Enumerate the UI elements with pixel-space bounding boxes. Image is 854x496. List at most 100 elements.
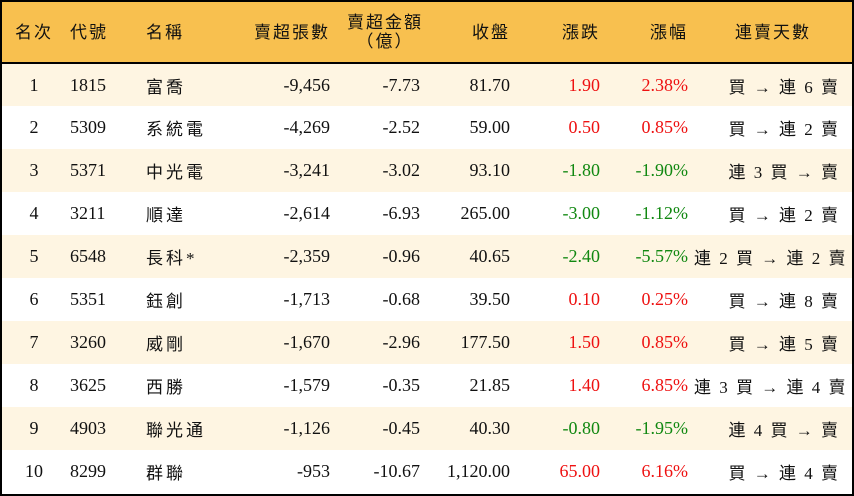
streak-cell: 連 3 買 → 賣 — [728, 163, 840, 182]
change-cell: -2.40 — [562, 246, 601, 266]
net-sell-amount-cell: -0.68 — [382, 289, 421, 309]
rank-cell: 9 — [29, 418, 39, 438]
change-pct-cell: 2.38% — [641, 74, 689, 95]
change-cell: -3.00 — [562, 203, 601, 223]
header-net-sell-lots: 賣超張數 — [216, 2, 334, 64]
table-row: 9 4903 聯光通 -1,126 -0.45 40.30 -0.80 -1.9… — [2, 407, 852, 450]
net-sell-amount-cell: -0.35 — [382, 375, 421, 395]
table-row: 1 1815 富喬 -9,456 -7.73 81.70 1.90 2.38% … — [2, 63, 852, 106]
name-cell: 系統電 — [146, 120, 206, 139]
close-cell: 59.00 — [469, 117, 511, 137]
code-cell: 3211 — [70, 203, 106, 223]
header-net-sell-amount: 賣超金額 （億） — [334, 2, 424, 64]
table-row: 7 3260 威剛 -1,670 -2.96 177.50 1.50 0.85%… — [2, 321, 852, 364]
name-cell: 群聯 — [146, 464, 186, 483]
code-cell: 4903 — [70, 418, 106, 438]
change-pct-cell: -1.95% — [635, 418, 689, 438]
streak-cell: 連 2 買 → 連 2 賣 — [694, 249, 848, 268]
close-cell: 39.50 — [469, 289, 511, 309]
change-cell: -1.80 — [562, 160, 601, 180]
close-cell: 265.00 — [460, 203, 511, 223]
net-sell-lots-cell: -2,359 — [283, 246, 331, 266]
change-pct-cell: 0.25% — [641, 289, 689, 309]
net-sell-amount-cell: -2.52 — [382, 117, 421, 137]
streak-cell: 買 → 連 5 賣 — [728, 335, 840, 354]
net-sell-lots-cell: -3,241 — [283, 160, 331, 180]
table-row: 4 3211 順達 -2,614 -6.93 265.00 -3.00 -1.1… — [2, 192, 852, 235]
close-cell: 81.70 — [469, 74, 511, 95]
code-cell: 3260 — [70, 332, 106, 352]
code-cell: 5371 — [70, 160, 106, 180]
code-cell: 5351 — [70, 289, 106, 309]
net-sell-amount-cell: -0.96 — [382, 246, 421, 266]
change-pct-cell: -1.90% — [635, 160, 689, 180]
rank-cell: 2 — [29, 117, 39, 137]
net-sell-amount-cell: -7.73 — [382, 74, 421, 95]
net-sell-lots-cell: -9,456 — [283, 74, 331, 95]
code-cell: 8299 — [70, 461, 106, 481]
header-change: 漲跌 — [514, 2, 604, 64]
name-cell: 富喬 — [146, 77, 186, 97]
header-code: 代號 — [66, 2, 136, 64]
header-rank: 名次 — [2, 2, 66, 64]
streak-cell: 買 → 連 2 賣 — [728, 120, 840, 139]
streak-cell: 買 → 連 4 賣 — [728, 464, 840, 483]
close-cell: 40.65 — [469, 246, 511, 266]
name-cell: 長科* — [146, 249, 198, 268]
change-pct-cell: 6.85% — [641, 375, 689, 395]
streak-cell: 買 → 連 6 賣 — [728, 77, 840, 97]
change-pct-cell: 0.85% — [641, 117, 689, 137]
header-net-sell-amount-line2: （億） — [356, 32, 414, 51]
header-change-pct: 漲幅 — [604, 2, 694, 64]
change-pct-cell: -5.57% — [635, 246, 689, 266]
net-sell-lots-cell: -1,579 — [283, 375, 331, 395]
net-sell-lots-cell: -2,614 — [283, 203, 331, 223]
rank-cell: 6 — [29, 289, 39, 309]
rank-cell: 10 — [25, 461, 43, 481]
net-sell-amount-cell: -0.45 — [382, 418, 421, 438]
header-streak: 連賣天數 — [694, 2, 852, 64]
table-row: 8 3625 西勝 -1,579 -0.35 21.85 1.40 6.85% … — [2, 364, 852, 407]
rank-cell: 5 — [29, 246, 39, 266]
rank-cell: 3 — [29, 160, 39, 180]
rank-cell: 4 — [29, 203, 39, 223]
change-cell: 1.50 — [568, 332, 601, 352]
change-pct-cell: -1.12% — [635, 203, 689, 223]
close-cell: 177.50 — [460, 332, 511, 352]
change-cell: 0.10 — [568, 289, 601, 309]
change-pct-cell: 6.16% — [641, 461, 689, 481]
change-cell: 1.40 — [568, 375, 601, 395]
change-cell: -0.80 — [562, 418, 601, 438]
code-cell: 3625 — [70, 375, 106, 395]
code-cell: 5309 — [70, 117, 106, 137]
streak-cell: 買 → 連 2 賣 — [728, 206, 840, 225]
table-header: 名次 代號 名稱 賣超張數 賣超金額 （億） 收盤 漲跌 漲幅 連賣天數 — [2, 2, 852, 64]
net-sell-lots-cell: -4,269 — [283, 117, 331, 137]
header-close: 收盤 — [424, 2, 514, 64]
name-cell: 西勝 — [146, 378, 186, 397]
table-row: 5 6548 長科* -2,359 -0.96 40.65 -2.40 -5.5… — [2, 235, 852, 278]
name-cell: 鈺創 — [146, 292, 186, 311]
net-sell-lots-cell: -1,713 — [283, 289, 331, 309]
name-cell: 順達 — [146, 206, 186, 225]
change-cell: 65.00 — [559, 461, 601, 481]
net-sell-lots-cell: -1,126 — [283, 418, 331, 438]
close-cell: 93.10 — [469, 160, 511, 180]
table-row: 3 5371 中光電 -3,241 -3.02 93.10 -1.80 -1.9… — [2, 149, 852, 192]
table-body: 1 1815 富喬 -9,456 -7.73 81.70 1.90 2.38% … — [2, 63, 852, 493]
streak-cell: 買 → 連 8 賣 — [728, 292, 840, 311]
close-cell: 1,120.00 — [447, 461, 510, 481]
name-cell: 威剛 — [146, 335, 186, 354]
streak-cell: 連 3 買 → 連 4 賣 — [694, 378, 848, 397]
header-row: 名次 代號 名稱 賣超張數 賣超金額 （億） 收盤 漲跌 漲幅 連賣天數 — [2, 2, 852, 64]
table-row: 10 8299 群聯 -953 -10.67 1,120.00 65.00 6.… — [2, 450, 852, 493]
net-sell-lots-cell: -953 — [297, 461, 330, 481]
rank-cell: 8 — [29, 375, 39, 395]
change-pct-cell: 0.85% — [641, 332, 689, 352]
close-cell: 21.85 — [469, 375, 511, 395]
name-cell: 中光電 — [146, 163, 206, 182]
code-cell: 6548 — [70, 246, 106, 266]
name-cell: 聯光通 — [146, 421, 206, 440]
streak-cell: 連 4 買 → 賣 — [728, 421, 840, 440]
